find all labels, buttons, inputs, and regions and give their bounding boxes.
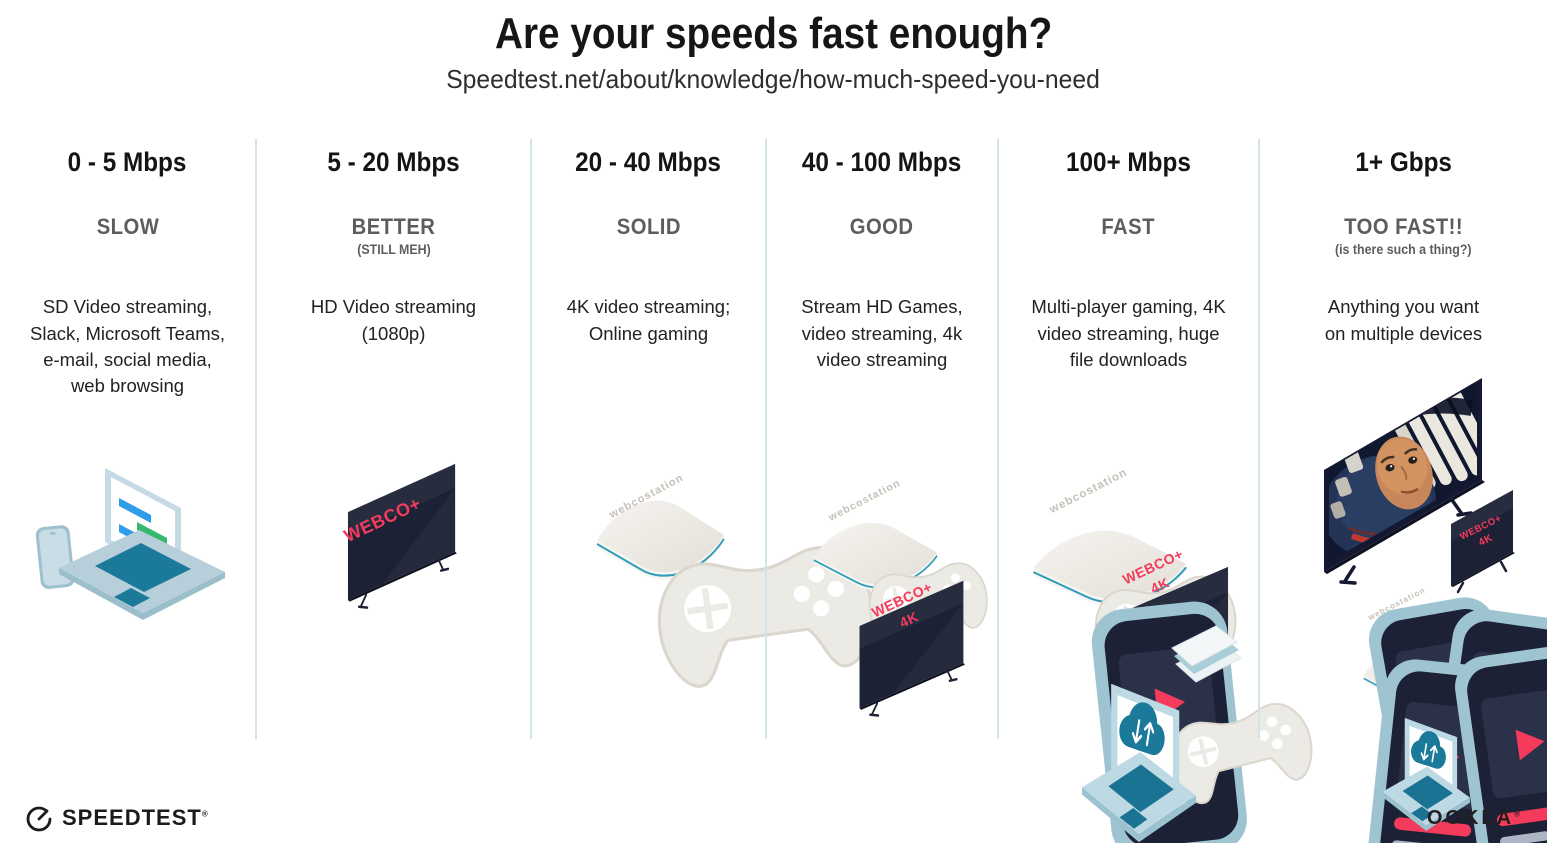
speed-range: 100+ Mbps xyxy=(1066,147,1191,178)
speed-rating-note xyxy=(0,242,255,264)
column-fast: 100+ Mbps FAST Multi-player gaming, 4K v… xyxy=(997,139,1320,843)
speed-rating-note: (is there such a thing?) xyxy=(1335,242,1472,258)
tv-4k-label: 4K xyxy=(897,608,921,630)
console-brand-label: webcostation xyxy=(826,477,903,524)
illustration-device-cluster: webcostation WEBCO+ 4K xyxy=(999,440,1320,843)
console-brand-label: webcostation xyxy=(1047,467,1130,517)
header: Are your speeds fast enough? Speedtest.n… xyxy=(0,0,1547,95)
ookla-logo: OOKLA® xyxy=(1426,806,1523,829)
speed-rating: SLOW xyxy=(96,214,159,240)
laptop-chat-icon xyxy=(59,468,225,621)
column-good: 40 - 100 Mbps GOOD Stream HD Games, vide… xyxy=(765,139,997,740)
illustration-hd-tv: WEBCO+ xyxy=(257,455,530,645)
speed-range: 0 - 5 Mbps xyxy=(68,147,187,178)
chat-bubble-blue xyxy=(119,498,151,524)
speed-range: 40 - 100 Mbps xyxy=(802,147,962,178)
trademark-symbol: ® xyxy=(1514,808,1523,818)
speed-rating-note xyxy=(532,242,765,264)
column-solid: 20 - 40 Mbps SOLID 4K video streaming; O… xyxy=(530,139,881,740)
usage-description: Multi-player gaming, 4K video streaming,… xyxy=(1031,296,1226,370)
illustration-console-and-tv: webcostation WEBCO+ 4K xyxy=(767,440,997,717)
speed-range: 1+ Gbps xyxy=(1355,147,1452,178)
phone-icon xyxy=(35,525,75,590)
speedtest-logo: SPEEDTEST® xyxy=(24,803,209,833)
tv-icon: WEBCO+ xyxy=(341,462,459,609)
speed-rating-note: (STILL MEH) xyxy=(356,242,431,258)
column-slow: 0 - 5 Mbps SLOW SD Video streaming, Slac… xyxy=(0,139,255,739)
illustration-console: webcostation xyxy=(532,449,881,692)
usage-description: SD Video streaming, Slack, Microsoft Tea… xyxy=(30,296,225,397)
usage-description: 4K video streaming; Online gaming xyxy=(566,296,731,344)
footer: SPEEDTEST® OOKLA® xyxy=(0,803,1547,833)
tv-4k-label: 4K xyxy=(1477,532,1495,549)
illustration-many-devices: WEBCO+ 4K webcostation xyxy=(1260,375,1547,843)
game-console-icon: webcostation xyxy=(813,477,938,592)
usage-description: Stream HD Games, video streaming, 4k vid… xyxy=(801,296,963,370)
page-title: Are your speeds fast enough? xyxy=(494,9,1053,58)
slim-console-icon xyxy=(1171,625,1242,683)
column-better: 5 - 20 Mbps BETTER (STILL MEH) HD Video … xyxy=(255,139,530,740)
tv-4k-label: 4K xyxy=(1148,574,1172,596)
speed-rating-note xyxy=(999,242,1258,264)
speed-rating-note xyxy=(767,242,997,264)
page-subtitle-url: Speedtest.net/about/knowledge/how-much-s… xyxy=(446,64,1101,95)
speed-rating: BETTER xyxy=(351,214,436,240)
tv-4k-icon: WEBCO+ 4K xyxy=(1451,489,1515,594)
trademark-symbol: ® xyxy=(201,809,209,819)
speed-rating: GOOD xyxy=(850,214,914,240)
chat-bubble-green xyxy=(137,522,167,547)
usage-description: HD Video streaming (1080p) xyxy=(310,296,477,344)
speed-range: 20 - 40 Mbps xyxy=(575,147,722,178)
column-too-fast: 1+ Gbps TOO FAST!! (is there such a thin… xyxy=(1258,139,1547,843)
speed-rating: FAST xyxy=(1101,214,1156,240)
speed-rating: TOO FAST!! xyxy=(1344,214,1463,240)
speedtest-wordmark: SPEEDTEST® xyxy=(62,805,209,830)
speed-columns: 0 - 5 Mbps SLOW SD Video streaming, Slac… xyxy=(0,139,1547,843)
usage-description: Anything you want on multiple devices xyxy=(1324,296,1483,344)
speed-rating: SOLID xyxy=(616,214,681,240)
speed-range: 5 - 20 Mbps xyxy=(327,147,460,178)
illustration-laptop-phone xyxy=(0,450,255,625)
speedtest-gauge-icon xyxy=(26,806,52,832)
